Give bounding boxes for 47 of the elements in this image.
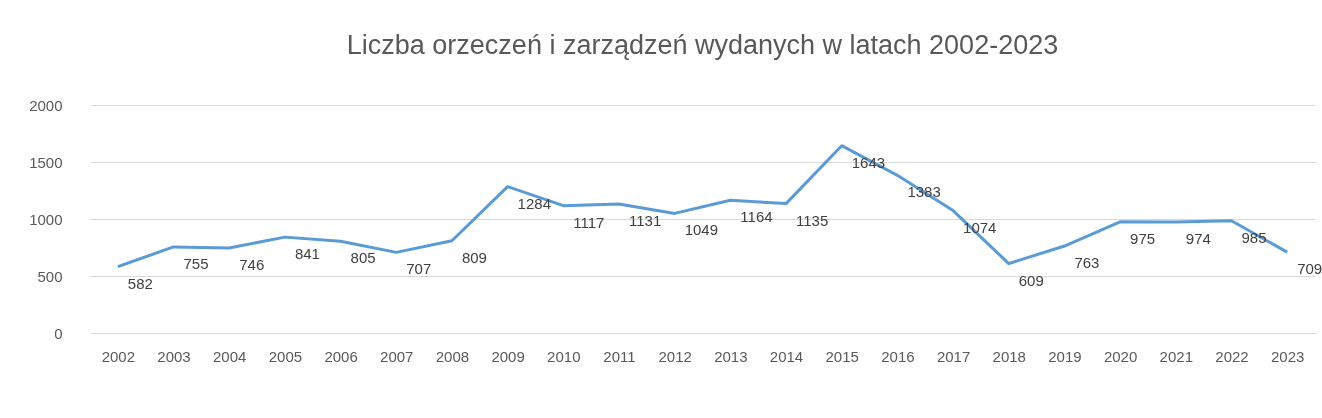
y-tick-label: 0 — [54, 324, 63, 342]
x-tick-label: 2015 — [825, 347, 859, 365]
x-tick-label: 2014 — [769, 347, 804, 365]
x-tick-label: 2010 — [547, 347, 581, 365]
data-label: 985 — [1241, 228, 1267, 246]
data-label: 1049 — [684, 221, 719, 239]
x-tick-label: 2007 — [380, 347, 414, 365]
y-tick-label: 2000 — [29, 96, 63, 114]
x-tick-label: 2013 — [714, 347, 748, 365]
x-tick-label: 2020 — [1103, 347, 1138, 365]
data-label: 755 — [183, 254, 209, 272]
x-tick-label: 2002 — [101, 347, 136, 365]
data-label: 1164 — [740, 208, 773, 226]
data-label: 975 — [1130, 229, 1156, 247]
data-label: 1135 — [796, 211, 829, 229]
data-label: 707 — [406, 260, 432, 278]
x-tick-label: 2012 — [658, 347, 692, 365]
data-label: 609 — [1018, 271, 1044, 289]
data-label: 763 — [1074, 254, 1100, 272]
x-tick-label: 2005 — [268, 347, 303, 365]
x-tick-label: 2022 — [1215, 347, 1249, 365]
x-tick-label: 2003 — [157, 347, 191, 365]
x-tick-label: 2023 — [1270, 347, 1305, 365]
data-label: 1117 — [573, 213, 605, 231]
x-tick-label: 2021 — [1159, 347, 1193, 365]
data-label: 1131 — [628, 212, 662, 230]
x-tick-label: 2009 — [491, 347, 525, 365]
x-tick-label: 2018 — [992, 347, 1026, 365]
data-label: 841 — [294, 245, 320, 263]
x-tick-label: 2019 — [1048, 347, 1082, 365]
chart-title: Liczba orzeczeń i zarządzeń wydanych w latach 2002-2023 — [346, 30, 1059, 60]
data-label: 746 — [239, 255, 265, 273]
data-label: 974 — [1185, 229, 1211, 247]
x-tick-label: 2008 — [435, 347, 470, 365]
data-label: 709 — [1297, 260, 1322, 278]
y-tick-label: 1000 — [29, 210, 63, 228]
data-label: 582 — [127, 274, 153, 292]
x-tick-label: 2017 — [936, 347, 971, 365]
x-tick-label: 2004 — [213, 347, 247, 365]
x-tick-label: 2011 — [603, 347, 636, 365]
x-tick-label: 2006 — [324, 347, 358, 365]
y-tick-label: 500 — [37, 267, 63, 285]
data-label: 805 — [350, 249, 376, 267]
y-tick-label: 1500 — [29, 153, 63, 171]
data-label: 1284 — [517, 194, 551, 212]
data-label: 809 — [461, 248, 487, 266]
x-tick-label: 2016 — [881, 347, 915, 365]
